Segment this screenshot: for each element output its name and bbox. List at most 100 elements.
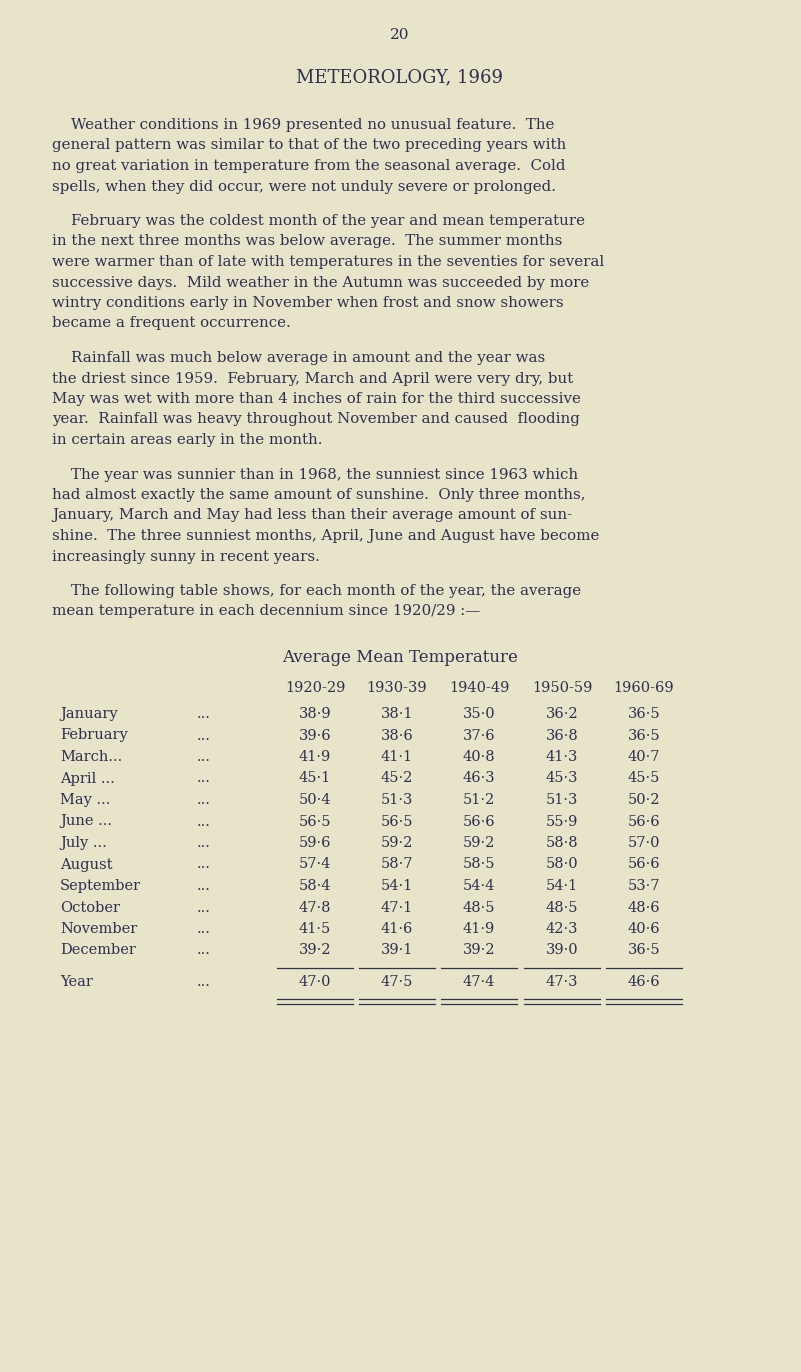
Text: successive days.  Mild weather in the Autumn was succeeded by more: successive days. Mild weather in the Aut…: [52, 276, 590, 289]
Text: ...: ...: [197, 944, 211, 958]
Text: 51·2: 51·2: [463, 793, 495, 807]
Text: 1950-59: 1950-59: [532, 681, 592, 696]
Text: 59·2: 59·2: [380, 836, 413, 851]
Text: August: August: [60, 858, 112, 871]
Text: 38·1: 38·1: [380, 707, 413, 722]
Text: in certain areas early in the month.: in certain areas early in the month.: [52, 434, 323, 447]
Text: 59·2: 59·2: [463, 836, 495, 851]
Text: April ...: April ...: [60, 771, 115, 786]
Text: 1960-69: 1960-69: [614, 681, 674, 696]
Text: 40·6: 40·6: [628, 922, 660, 936]
Text: 55·9: 55·9: [545, 815, 578, 829]
Text: 35·0: 35·0: [463, 707, 495, 722]
Text: 40·8: 40·8: [463, 750, 495, 764]
Text: 1920-29: 1920-29: [285, 681, 345, 696]
Text: METEOROLOGY, 1969: METEOROLOGY, 1969: [296, 69, 504, 86]
Text: 56·6: 56·6: [628, 858, 660, 871]
Text: mean temperature in each decennium since 1920/29 :—: mean temperature in each decennium since…: [52, 605, 481, 619]
Text: 37·6: 37·6: [463, 729, 495, 742]
Text: 41·3: 41·3: [545, 750, 578, 764]
Text: 58·5: 58·5: [463, 858, 495, 871]
Text: 47·1: 47·1: [380, 900, 413, 915]
Text: in the next three months was below average.  The summer months: in the next three months was below avera…: [52, 235, 562, 248]
Text: 50·2: 50·2: [628, 793, 660, 807]
Text: ...: ...: [197, 836, 211, 851]
Text: 39·2: 39·2: [299, 944, 332, 958]
Text: October: October: [60, 900, 120, 915]
Text: ...: ...: [197, 900, 211, 915]
Text: 39·2: 39·2: [463, 944, 495, 958]
Text: 54·4: 54·4: [463, 879, 495, 893]
Text: February was the coldest month of the year and mean temperature: February was the coldest month of the ye…: [52, 214, 585, 228]
Text: spells, when they did occur, were not unduly severe or prolonged.: spells, when they did occur, were not un…: [52, 180, 556, 193]
Text: Year: Year: [60, 975, 93, 989]
Text: ...: ...: [197, 815, 211, 829]
Text: May ...: May ...: [60, 793, 111, 807]
Text: 46·6: 46·6: [628, 975, 660, 989]
Text: 56·6: 56·6: [628, 815, 660, 829]
Text: 54·1: 54·1: [380, 879, 413, 893]
Text: 36·2: 36·2: [545, 707, 578, 722]
Text: had almost exactly the same amount of sunshine.  Only three months,: had almost exactly the same amount of su…: [52, 488, 586, 502]
Text: the driest since 1959.  February, March and April were very dry, but: the driest since 1959. February, March a…: [52, 372, 574, 386]
Text: 40·7: 40·7: [628, 750, 660, 764]
Text: 47·5: 47·5: [380, 975, 413, 989]
Text: The following table shows, for each month of the year, the average: The following table shows, for each mont…: [52, 584, 581, 598]
Text: September: September: [60, 879, 141, 893]
Text: Weather conditions in 1969 presented no unusual feature.  The: Weather conditions in 1969 presented no …: [52, 118, 554, 132]
Text: 36·5: 36·5: [628, 729, 660, 742]
Text: 45·1: 45·1: [299, 771, 331, 786]
Text: July ...: July ...: [60, 836, 107, 851]
Text: December: December: [60, 944, 136, 958]
Text: 41·6: 41·6: [380, 922, 413, 936]
Text: 48·6: 48·6: [628, 900, 660, 915]
Text: February: February: [60, 729, 127, 742]
Text: 53·7: 53·7: [628, 879, 660, 893]
Text: 47·3: 47·3: [545, 975, 578, 989]
Text: May was wet with more than 4 inches of rain for the third successive: May was wet with more than 4 inches of r…: [52, 392, 581, 406]
Text: ...: ...: [197, 793, 211, 807]
Text: 58·4: 58·4: [299, 879, 332, 893]
Text: Rainfall was much below average in amount and the year was: Rainfall was much below average in amoun…: [52, 351, 545, 365]
Text: ...: ...: [197, 750, 211, 764]
Text: 36·5: 36·5: [628, 707, 660, 722]
Text: 47·4: 47·4: [463, 975, 495, 989]
Text: 36·8: 36·8: [545, 729, 578, 742]
Text: shine.  The three sunniest months, April, June and August have become: shine. The three sunniest months, April,…: [52, 530, 599, 543]
Text: 38·9: 38·9: [299, 707, 332, 722]
Text: ...: ...: [197, 707, 211, 722]
Text: 1940-49: 1940-49: [449, 681, 509, 696]
Text: 58·8: 58·8: [545, 836, 578, 851]
Text: 57·0: 57·0: [628, 836, 660, 851]
Text: 45·2: 45·2: [380, 771, 413, 786]
Text: 41·5: 41·5: [299, 922, 331, 936]
Text: ...: ...: [197, 922, 211, 936]
Text: ...: ...: [197, 729, 211, 742]
Text: 36·5: 36·5: [628, 944, 660, 958]
Text: 1930-39: 1930-39: [367, 681, 427, 696]
Text: ...: ...: [197, 975, 211, 989]
Text: 38·6: 38·6: [380, 729, 413, 742]
Text: 48·5: 48·5: [463, 900, 495, 915]
Text: year.  Rainfall was heavy throughout November and caused  flooding: year. Rainfall was heavy throughout Nove…: [52, 413, 580, 427]
Text: 46·3: 46·3: [463, 771, 495, 786]
Text: 57·4: 57·4: [299, 858, 331, 871]
Text: 51·3: 51·3: [380, 793, 413, 807]
Text: November: November: [60, 922, 137, 936]
Text: 56·5: 56·5: [380, 815, 413, 829]
Text: 48·5: 48·5: [545, 900, 578, 915]
Text: 39·6: 39·6: [299, 729, 332, 742]
Text: 39·0: 39·0: [545, 944, 578, 958]
Text: 58·7: 58·7: [380, 858, 413, 871]
Text: ...: ...: [197, 858, 211, 871]
Text: 56·6: 56·6: [463, 815, 495, 829]
Text: no great variation in temperature from the seasonal average.  Cold: no great variation in temperature from t…: [52, 159, 566, 173]
Text: wintry conditions early in November when frost and snow showers: wintry conditions early in November when…: [52, 296, 564, 310]
Text: 56·5: 56·5: [299, 815, 332, 829]
Text: 58·0: 58·0: [545, 858, 578, 871]
Text: became a frequent occurrence.: became a frequent occurrence.: [52, 317, 291, 331]
Text: ...: ...: [197, 771, 211, 786]
Text: January, March and May had less than their average amount of sun-: January, March and May had less than the…: [52, 509, 572, 523]
Text: 41·1: 41·1: [381, 750, 413, 764]
Text: general pattern was similar to that of the two preceding years with: general pattern was similar to that of t…: [52, 139, 566, 152]
